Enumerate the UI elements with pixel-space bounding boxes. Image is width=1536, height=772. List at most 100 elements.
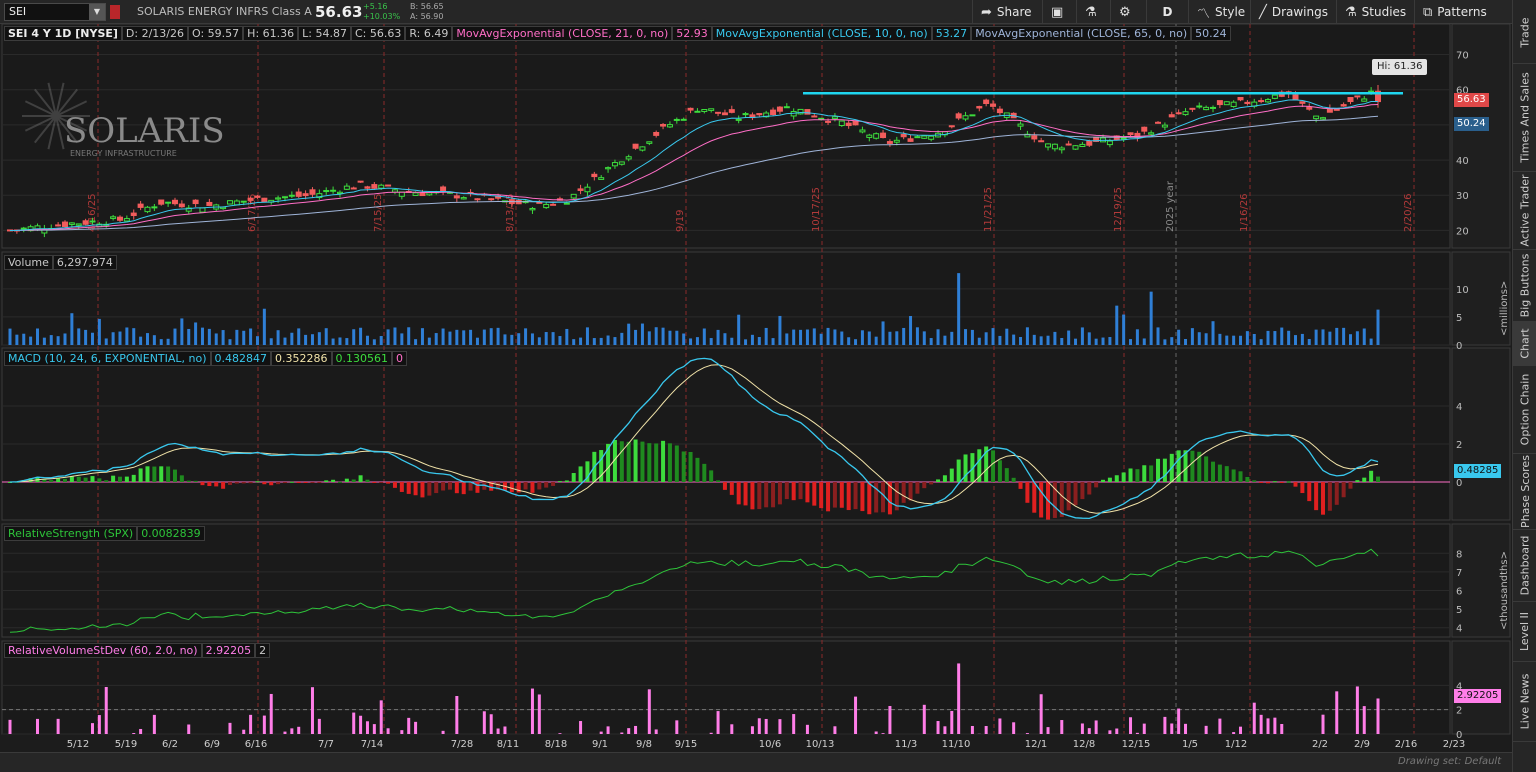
macd-hist-bar (688, 451, 693, 482)
volume-bar (799, 329, 803, 345)
symbol-value: SEI (9, 5, 27, 18)
candle-body (1258, 100, 1265, 103)
candle-body (178, 203, 185, 208)
drawings-button[interactable]: ╱ Drawings (1250, 0, 1336, 24)
volume-label[interactable]: Volume (4, 255, 53, 270)
rvsd-bar (283, 731, 287, 734)
macd-hist-bar (1348, 482, 1353, 489)
date-note-label: 2/20/26 (1403, 193, 1414, 232)
volume-bar (874, 336, 878, 345)
macd-hist-bar (832, 482, 837, 508)
volume-bar (881, 321, 885, 345)
flag-icon[interactable] (110, 5, 120, 19)
candle-body (536, 201, 543, 204)
macd-hist-bar (42, 478, 47, 482)
settings-button[interactable]: ⚙ (1110, 0, 1146, 24)
candle-body (598, 177, 605, 180)
logo-ray (55, 115, 65, 150)
macd-hist-bar (1039, 482, 1044, 518)
flask-button[interactable]: ⚗ (1076, 0, 1110, 24)
volume-bar (125, 327, 129, 345)
volume-bar (702, 328, 706, 345)
rvsd-bar (365, 721, 369, 734)
logo-ray (47, 115, 57, 150)
date-note-label: 4/16/25 (87, 193, 98, 232)
candle-body (1175, 112, 1182, 115)
macd-hist-bar (1107, 477, 1112, 482)
aggregation-button[interactable]: D (1146, 0, 1188, 24)
symbol-label[interactable]: SEI 4 Y 1D [NYSE] (4, 26, 122, 41)
volume-bar (854, 339, 858, 345)
candle-body (1265, 99, 1272, 103)
sidebar-tab-label: Times And Sales (1518, 72, 1532, 163)
ema10-line (9, 99, 1378, 231)
rvsd-bar (35, 718, 39, 734)
rvsd-bar (152, 714, 156, 734)
patterns-button[interactable]: ⧉ Patterns (1414, 0, 1504, 24)
macd-hist-bar (303, 482, 308, 483)
rvsd-bar (1321, 714, 1325, 734)
candle-body (226, 200, 233, 205)
macd-hist-bar (344, 478, 349, 482)
volume-bar (530, 333, 534, 345)
rs-label[interactable]: RelativeStrength (SPX) (4, 526, 138, 541)
rvsd-bar (764, 718, 768, 734)
rvsd-bar (936, 721, 940, 734)
rvsd-bar (228, 722, 232, 734)
sidebar-tab-active-trader[interactable]: Active Trader (1513, 172, 1536, 250)
volume-bar (455, 329, 459, 345)
x-axis-label: 1/5 (1182, 739, 1198, 750)
volume-bar (1294, 335, 1298, 345)
volume-bar (187, 328, 191, 345)
ema65-tag: 50.24 (1454, 117, 1489, 131)
symbol-input[interactable]: SEI ▼ (4, 3, 106, 21)
sidebar-tab-trade[interactable]: Trade (1513, 2, 1536, 64)
share-button[interactable]: ➦ Share (972, 0, 1042, 24)
candle-body (687, 107, 694, 111)
sidebar-tab-dashboard[interactable]: Dashboard (1513, 530, 1536, 602)
rvsd-bar (709, 732, 713, 734)
macd-hist-bar (1197, 451, 1202, 482)
macd-hist-bar (661, 440, 666, 482)
volume-bar (111, 332, 115, 345)
sidebar-tab-live-news[interactable]: Live News (1513, 662, 1536, 742)
ema10-label[interactable]: MovAvgExponential (CLOSE, 10, 0, no) (711, 26, 932, 41)
rvsd-bar (269, 693, 273, 734)
sidebar-tab-times-and-sales[interactable]: Times And Sales (1513, 64, 1536, 172)
volume-bar (104, 338, 108, 345)
candle-body (694, 110, 701, 113)
sidebar-tab-chart[interactable]: Chart (1513, 322, 1536, 366)
sidebar-tab-phase-scores[interactable]: Phase Scores (1513, 454, 1536, 530)
macd-hist-bar (1052, 482, 1057, 518)
candle-body (453, 195, 460, 199)
macd-hist-bar (1376, 476, 1380, 482)
sidebar-tab-label: Option Chain (1518, 373, 1532, 446)
macd-hist-bar (1101, 479, 1106, 482)
style-button[interactable]: 〽 Style (1188, 0, 1250, 24)
macd-hist-bar (1238, 471, 1243, 482)
sidebar-tab-option-chain[interactable]: Option Chain (1513, 366, 1536, 454)
volume-bar (317, 332, 321, 345)
ema21-label[interactable]: MovAvgExponential (CLOSE, 21, 0, no) (452, 26, 673, 41)
studies-button[interactable]: ⚗ Studies (1336, 0, 1414, 24)
candle-body (880, 132, 887, 139)
rvsd-bar (1142, 723, 1146, 734)
rvsd-label[interactable]: RelativeVolumeStDev (60, 2.0, no) (4, 643, 202, 658)
candle-body (302, 193, 309, 197)
candle-body (419, 192, 426, 197)
rvsd-value: 2.92205 (201, 643, 256, 658)
macd-hist-bar (915, 482, 920, 494)
symbol-dropdown-icon[interactable]: ▼ (89, 4, 105, 20)
chart-canvas[interactable]: 7060504030204/16/256/17/257/15/258/13/25… (0, 24, 1512, 752)
macd-label[interactable]: MACD (10, 24, 6, EXPONENTIAL, no) (4, 351, 211, 366)
macd-hist-bar (1293, 482, 1298, 487)
candle-body (1216, 100, 1223, 106)
sidebar-tab-level-ii[interactable]: Level II (1513, 602, 1536, 662)
volume-bar (469, 329, 473, 345)
layout-button[interactable]: ▣ (1042, 0, 1076, 24)
candle-body (1072, 145, 1079, 150)
ema65-label[interactable]: MovAvgExponential (CLOSE, 65, 0, no) (971, 26, 1192, 41)
volume-bar (1190, 328, 1194, 345)
sidebar-tab-big-buttons[interactable]: Big Buttons (1513, 250, 1536, 322)
volume-bar (324, 328, 328, 345)
